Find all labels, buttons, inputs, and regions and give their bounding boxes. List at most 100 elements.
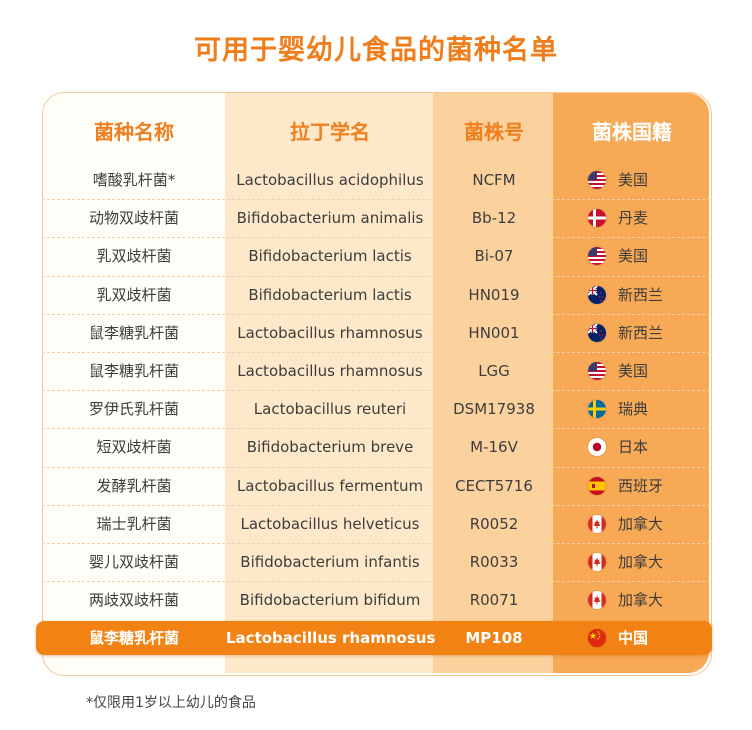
strain-number-cell: NCFM bbox=[472, 171, 516, 189]
strain-number-cell: CECT5716 bbox=[455, 477, 533, 495]
row-divider bbox=[42, 390, 710, 391]
row-divider bbox=[42, 581, 710, 582]
latin-name-cell: Lactobacillus rhamnosus bbox=[237, 324, 423, 342]
japan-flag-icon bbox=[588, 438, 606, 456]
us-flag-icon bbox=[588, 247, 606, 265]
strain-name-cell: 婴儿双歧杆菌 bbox=[88, 553, 179, 571]
row-divider bbox=[42, 237, 710, 238]
country-label: 加拿大 bbox=[618, 553, 664, 571]
table-row: 婴儿双歧杆菌 Bifidobacterium infantis R0033 加拿大 bbox=[42, 543, 710, 581]
country-label: 美国 bbox=[618, 247, 649, 265]
canada-flag-icon bbox=[588, 515, 606, 533]
row-divider bbox=[42, 314, 710, 315]
strain-name-cell: 乳双歧杆菌 bbox=[96, 247, 172, 265]
latin-name-cell: Lactobacillus fermentum bbox=[236, 477, 424, 495]
latin-name-cell: Bifidobacterium breve bbox=[246, 438, 414, 456]
strain-name-cell: 动物双歧杆菌 bbox=[88, 209, 179, 227]
country-cell: 新西兰 bbox=[554, 276, 710, 314]
strain-name-cell: 短双歧杆菌 bbox=[96, 438, 172, 456]
latin-name-cell: Bifidobacterium lactis bbox=[248, 247, 412, 265]
latin-name-cell: Bifidobacterium infantis bbox=[240, 553, 420, 571]
table-row: 短双歧杆菌 Bifidobacterium breve M-16V 日本 bbox=[42, 428, 710, 466]
table-row: 动物双歧杆菌 Bifidobacterium animalis Bb-12 丹麦 bbox=[42, 199, 710, 237]
row-divider bbox=[42, 199, 710, 200]
column-country-bg bbox=[553, 93, 709, 673]
highlight-name: 鼠李糖乳杆菌 bbox=[88, 629, 179, 647]
denmark-flag-icon bbox=[588, 209, 606, 227]
strain-name-cell: 瑞士乳杆菌 bbox=[96, 515, 172, 533]
us-flag-icon bbox=[588, 362, 606, 380]
header-country: 菌株国籍 bbox=[592, 120, 672, 144]
row-divider bbox=[42, 467, 710, 468]
latin-name-cell: Lactobacillus helveticus bbox=[240, 515, 420, 533]
nz-flag-icon bbox=[588, 324, 606, 342]
spain-flag-icon bbox=[588, 477, 606, 495]
strain-number-cell: M-16V bbox=[470, 438, 518, 456]
table-header: 菌种名称 拉丁学名 菌株号 菌株国籍 bbox=[42, 110, 710, 154]
strain-number-cell: DSM17938 bbox=[453, 400, 535, 418]
table-row: 两歧双歧杆菌 Bifidobacterium bifidum R0071 加拿大 bbox=[42, 581, 710, 619]
strain-number-cell: R0071 bbox=[469, 591, 519, 609]
country-label: 西班牙 bbox=[618, 477, 664, 495]
country-cell: 美国 bbox=[554, 237, 710, 275]
highlight-row: 鼠李糖乳杆菌 Lactobacillus rhamnosus MP108 中国 bbox=[36, 621, 712, 655]
table-row: 发酵乳杆菌 Lactobacillus fermentum CECT5716 西班牙 bbox=[42, 467, 710, 505]
nz-flag-icon bbox=[588, 286, 606, 304]
latin-name-cell: Bifidobacterium animalis bbox=[236, 209, 424, 227]
strain-number-cell: R0033 bbox=[469, 553, 519, 571]
table-row: 乳双歧杆菌 Bifidobacterium lactis HN019 新西兰 bbox=[42, 276, 710, 314]
header-strain-number: 菌株号 bbox=[464, 120, 524, 144]
page-title: 可用于婴幼儿食品的菌种名单 bbox=[194, 35, 558, 66]
country-cell: 美国 bbox=[554, 161, 710, 199]
strain-name-cell: 罗伊氏乳杆菌 bbox=[88, 400, 179, 418]
country-cell: 瑞典 bbox=[554, 390, 710, 428]
country-cell: 新西兰 bbox=[554, 314, 710, 352]
country-label: 新西兰 bbox=[618, 324, 664, 342]
highlight-country-cell: 中国 bbox=[554, 621, 710, 655]
latin-name-cell: Lactobacillus rhamnosus bbox=[237, 362, 423, 380]
latin-name-cell: Bifidobacterium lactis bbox=[248, 286, 412, 304]
column-latin-bg bbox=[225, 93, 433, 673]
row-divider bbox=[42, 276, 710, 277]
strain-name-cell: 嗜酸乳杆菌* bbox=[92, 171, 176, 189]
latin-name-cell: Lactobacillus reuteri bbox=[253, 400, 407, 418]
country-cell: 美国 bbox=[554, 352, 710, 390]
strain-number-cell: R0052 bbox=[469, 515, 519, 533]
strain-number-cell: Bb-12 bbox=[471, 209, 517, 227]
latin-name-cell: Bifidobacterium bifidum bbox=[239, 591, 421, 609]
row-divider bbox=[42, 352, 710, 353]
strain-name-cell: 发酵乳杆菌 bbox=[96, 477, 172, 495]
table-row: 罗伊氏乳杆菌 Lactobacillus reuteri DSM17938 瑞典 bbox=[42, 390, 710, 428]
country-label: 日本 bbox=[618, 438, 649, 456]
latin-name-cell: Lactobacillus acidophilus bbox=[236, 171, 424, 189]
country-label: 瑞典 bbox=[618, 400, 649, 418]
china-flag-icon bbox=[588, 629, 606, 647]
table-row: 鼠李糖乳杆菌 Lactobacillus rhamnosus LGG 美国 bbox=[42, 352, 710, 390]
highlight-latin: Lactobacillus rhamnosus bbox=[226, 629, 436, 647]
strain-number-cell: LGG bbox=[478, 362, 510, 380]
table-row: 嗜酸乳杆菌* Lactobacillus acidophilus NCFM 美国 bbox=[42, 161, 710, 199]
country-cell: 加拿大 bbox=[554, 505, 710, 543]
sweden-flag-icon bbox=[588, 400, 606, 418]
strain-name-cell: 鼠李糖乳杆菌 bbox=[88, 362, 179, 380]
table-row: 瑞士乳杆菌 Lactobacillus helveticus R0052 加拿大 bbox=[42, 505, 710, 543]
us-flag-icon bbox=[588, 171, 606, 189]
strain-name-cell: 鼠李糖乳杆菌 bbox=[88, 324, 179, 342]
table-row: 鼠李糖乳杆菌 Lactobacillus rhamnosus HN001 新西兰 bbox=[42, 314, 710, 352]
strain-number-cell: HN001 bbox=[468, 324, 520, 342]
column-name-bg bbox=[43, 93, 225, 673]
strain-name-cell: 两歧双歧杆菌 bbox=[88, 591, 179, 609]
footnote: *仅限用1岁以上幼儿的食品 bbox=[86, 695, 256, 711]
strain-name-cell: 乳双歧杆菌 bbox=[96, 286, 172, 304]
country-label: 丹麦 bbox=[618, 209, 649, 227]
canada-flag-icon bbox=[588, 591, 606, 609]
country-cell: 日本 bbox=[554, 428, 710, 466]
country-cell: 加拿大 bbox=[554, 581, 710, 619]
header-latin-name: 拉丁学名 bbox=[290, 120, 370, 144]
header-strain-name: 菌种名称 bbox=[94, 120, 174, 144]
table-row: 乳双歧杆菌 Bifidobacterium lactis Bi-07 美国 bbox=[42, 237, 710, 275]
country-label: 美国 bbox=[618, 171, 649, 189]
highlight-strain: MP108 bbox=[465, 629, 523, 647]
row-divider bbox=[42, 505, 710, 506]
country-label: 新西兰 bbox=[618, 286, 664, 304]
